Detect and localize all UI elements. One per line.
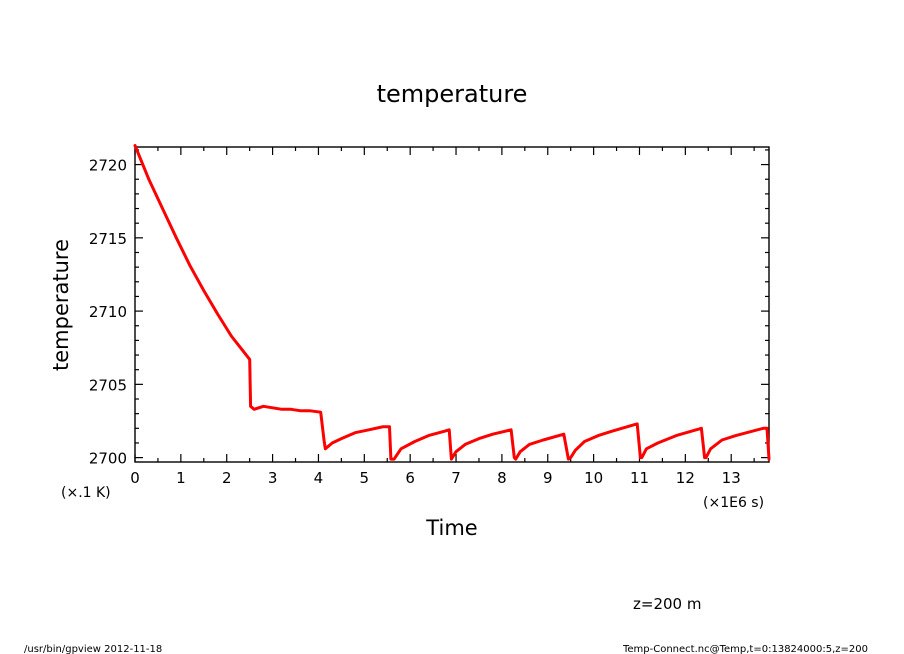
x-tick-label: 9 [543,469,553,487]
chart-title: temperature [377,80,528,108]
series-layer [133,144,771,461]
x-tick-label: 11 [630,469,649,487]
x-tick-label: 1 [176,469,186,487]
x-tick-label: 7 [451,469,461,487]
plot-frame [134,146,770,463]
y-unit-label: (×.1 K) [61,485,111,501]
x-tick-label: 3 [268,469,278,487]
y-tick-label: 2710 [89,303,127,321]
y-tick-label: 2715 [89,230,127,248]
y-axis-label: temperature [49,239,73,371]
y-tick-label: 2720 [89,157,127,175]
x-tick-label: 0 [130,469,140,487]
x-tick-label: 13 [722,469,741,487]
x-tick-label: 4 [314,469,324,487]
footer-right: Temp-Connect.nc@Temp,t=0:13824000:5,z=20… [622,644,868,654]
x-tick-label: 2 [222,469,232,487]
y-tick-label: 2705 [89,376,127,394]
x-tick-label: 8 [497,469,507,487]
footer-left: /usr/bin/gpview 2012-11-18 [24,644,162,654]
x-tick-label: 5 [360,469,370,487]
y-tick-label: 2700 [89,450,127,468]
x-unit-label: (×1E6 s) [703,495,764,511]
y-ticks: 2700 2705 2710 2715 2720 [89,149,769,468]
series-line [133,144,771,461]
x-axis-label: Time [425,516,477,540]
x-tick-label: 10 [584,469,603,487]
x-ticks: 0 1 2 3 4 5 6 7 8 9 10 11 12 13 [130,147,755,487]
z-level-label: z=200 m [633,595,701,613]
x-tick-label: 12 [676,469,695,487]
x-tick-label: 6 [405,469,415,487]
